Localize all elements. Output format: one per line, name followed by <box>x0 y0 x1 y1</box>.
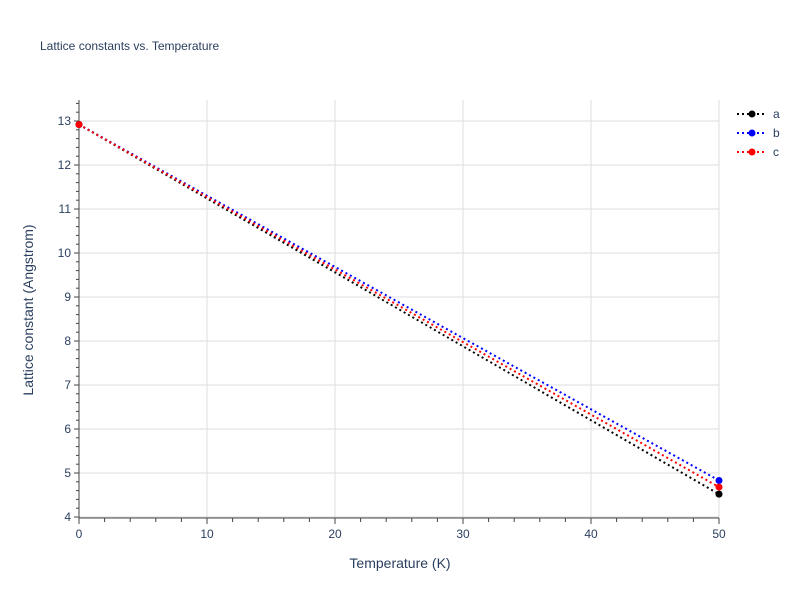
series-line-c <box>78 123 720 488</box>
data-point-a <box>715 490 723 498</box>
legend-marker-c <box>748 148 756 156</box>
axes: 0 10 20 30 40 50 4 5 6 7 8 9 10 11 12 13 <box>58 100 726 541</box>
y-tick-label: 12 <box>58 158 72 172</box>
y-tick-label: 7 <box>64 378 71 392</box>
x-tick-label: 50 <box>712 527 726 541</box>
y-tick-label: 8 <box>64 334 71 348</box>
y-tick-label: 11 <box>59 202 72 216</box>
legend[interactable]: abc <box>737 107 780 159</box>
y-tick-label: 13 <box>58 114 72 128</box>
y-tick-label: 9 <box>64 290 71 304</box>
series-line-b <box>78 123 720 482</box>
chart-title: Lattice constants vs. Temperature <box>40 39 220 53</box>
x-axis-label: Temperature (K) <box>349 555 450 571</box>
x-tick-label: 30 <box>456 527 470 541</box>
legend-label-b: b <box>773 126 780 140</box>
series-line-a <box>78 123 720 495</box>
data-point-b <box>715 476 723 484</box>
data-point-c <box>75 121 83 129</box>
x-tick-label: 0 <box>76 527 83 541</box>
y-tick-label: 5 <box>64 466 71 480</box>
legend-marker-a <box>748 110 756 118</box>
series-layer <box>75 121 723 498</box>
data-point-c <box>715 483 723 491</box>
legend-marker-b <box>748 129 756 137</box>
legend-label-c: c <box>773 145 779 159</box>
x-tick-label: 40 <box>584 527 598 541</box>
y-tick-label: 4 <box>64 510 71 524</box>
x-tick-label: 20 <box>328 527 342 541</box>
y-axis-label: Lattice constant (Angstrom) <box>20 224 36 395</box>
y-tick-label: 10 <box>58 246 72 260</box>
legend-label-a: a <box>773 107 780 121</box>
grid <box>79 100 720 518</box>
y-tick-label: 6 <box>64 422 71 436</box>
x-tick-label: 10 <box>200 527 214 541</box>
